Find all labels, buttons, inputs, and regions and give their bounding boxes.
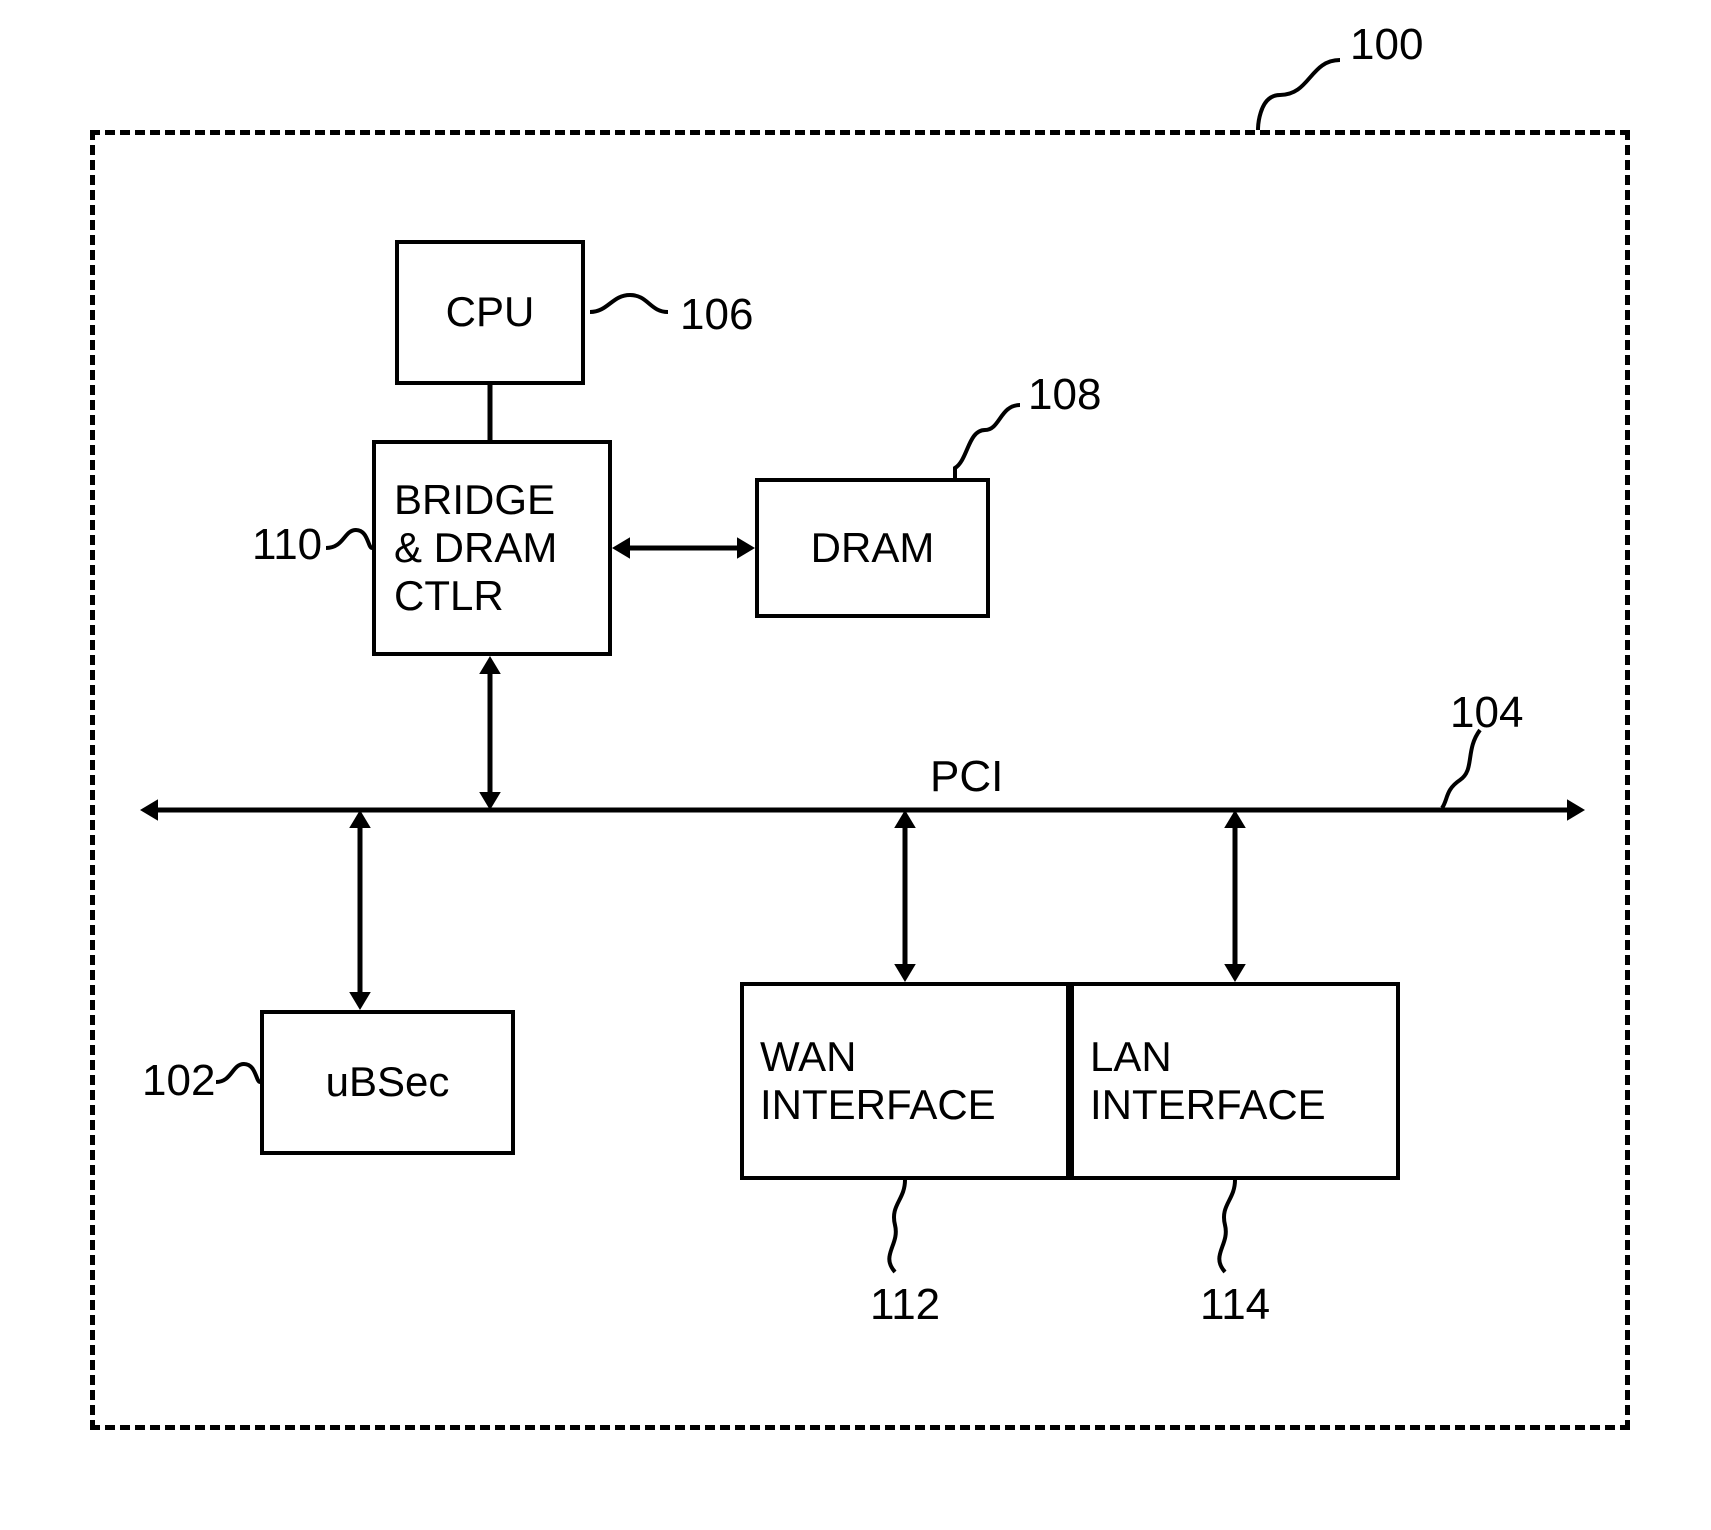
bridge-block: BRIDGE & DRAM CTLR <box>372 440 612 656</box>
lan-block: LAN INTERFACE <box>1070 982 1400 1180</box>
ref-102: 102 <box>142 1056 215 1106</box>
wan-label: WAN INTERFACE <box>760 1033 996 1130</box>
ref-108: 108 <box>1028 370 1101 420</box>
cpu-label: CPU <box>446 288 535 336</box>
diagram-canvas: CPU BRIDGE & DRAM CTLR DRAM uBSec WAN IN… <box>0 0 1711 1530</box>
lan-label: LAN INTERFACE <box>1090 1033 1326 1130</box>
ref-112: 112 <box>870 1280 940 1330</box>
cpu-block: CPU <box>395 240 585 385</box>
ubsec-block: uBSec <box>260 1010 515 1155</box>
ubsec-label: uBSec <box>326 1058 450 1106</box>
bus-label: PCI <box>930 752 1003 802</box>
ref-104: 104 <box>1450 688 1523 738</box>
ref-100: 100 <box>1350 20 1423 70</box>
ref-106: 106 <box>680 290 753 340</box>
dram-block: DRAM <box>755 478 990 618</box>
bridge-label: BRIDGE & DRAM CTLR <box>394 476 557 621</box>
dram-label: DRAM <box>811 524 935 572</box>
ref-114: 114 <box>1200 1280 1270 1330</box>
ref-110: 110 <box>252 520 322 570</box>
system-boundary <box>90 130 1630 1430</box>
wan-block: WAN INTERFACE <box>740 982 1070 1180</box>
